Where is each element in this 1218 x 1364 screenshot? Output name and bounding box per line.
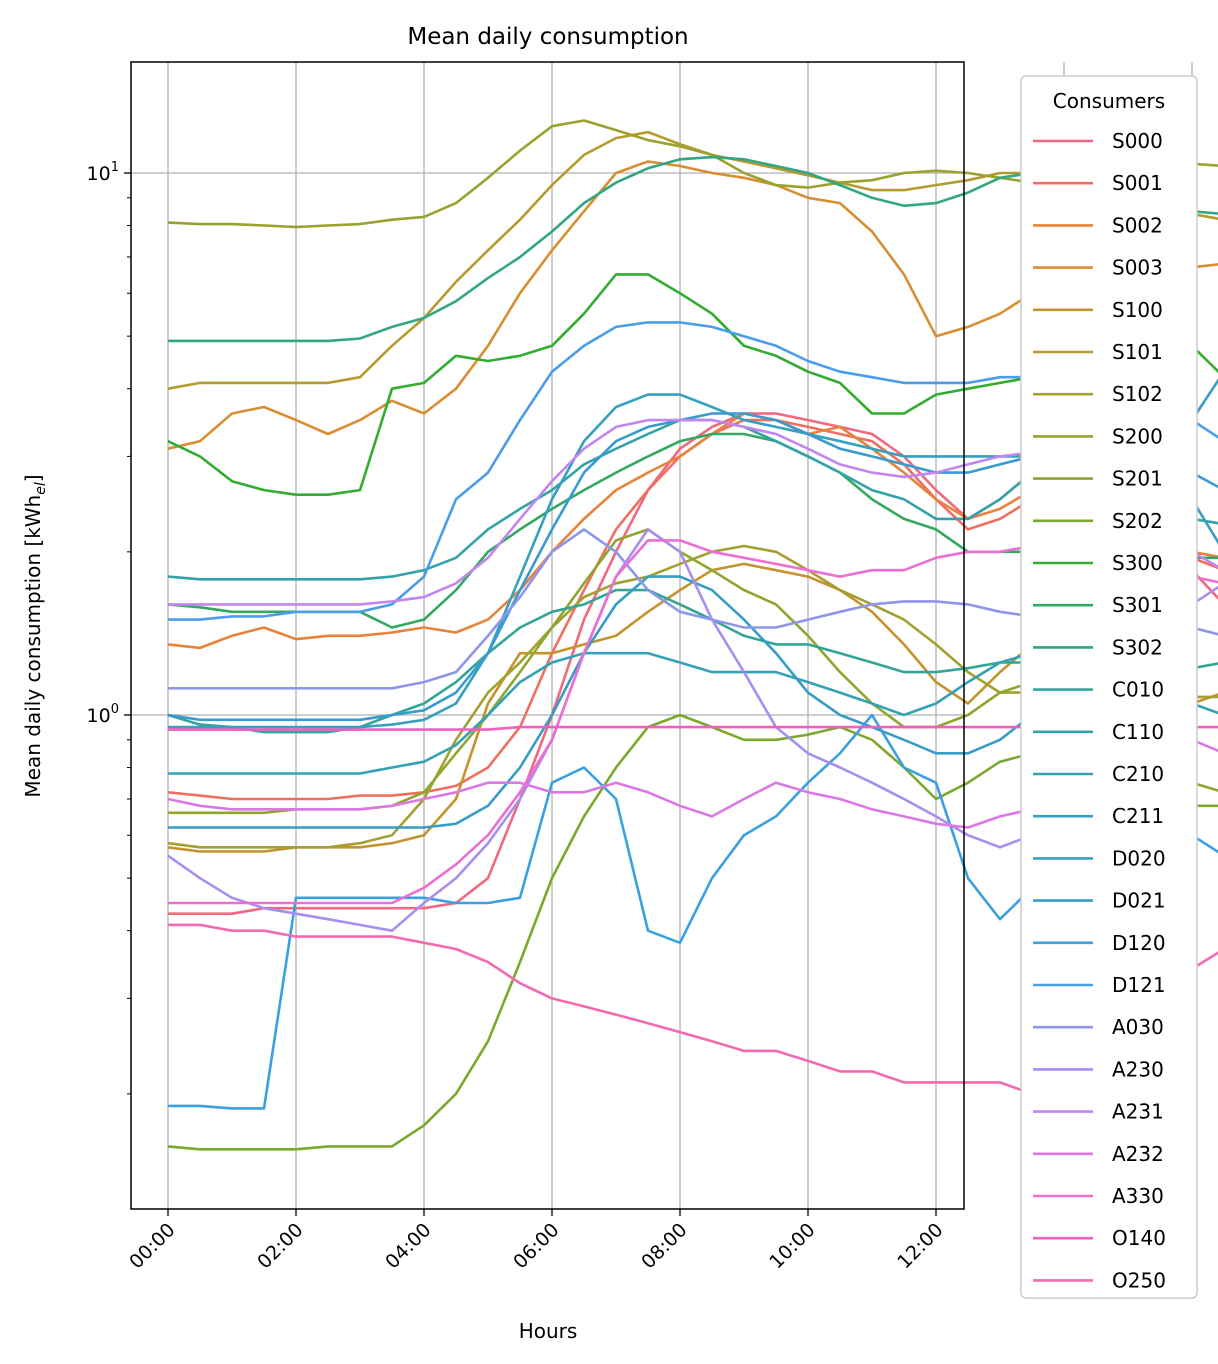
series-line-S002	[167, 412, 1218, 650]
legend-label: D120	[1112, 931, 1166, 955]
series-line-A230	[167, 528, 1218, 933]
series-line-O250	[168, 923, 1218, 1096]
legend-label: C110	[1112, 720, 1164, 744]
y-tick-label: 101	[87, 160, 119, 185]
y-tick-label: 100	[87, 702, 119, 727]
legend-label: D020	[1112, 846, 1166, 870]
legend-label: A330	[1112, 1184, 1164, 1208]
series-line-D020	[168, 378, 1218, 829]
legend-label: C010	[1112, 678, 1164, 702]
legend-label: S302	[1112, 635, 1163, 659]
legend-label: A030	[1112, 1015, 1164, 1039]
legend-label: S001	[1112, 171, 1163, 195]
x-tick-label: 12:00	[893, 1219, 947, 1273]
legend-label: S002	[1112, 213, 1163, 237]
series-line-C010	[167, 588, 1218, 734]
legend-box	[1020, 75, 1198, 1299]
legend-label: A232	[1112, 1142, 1164, 1166]
legend-label: S300	[1112, 551, 1163, 575]
series-line-D121	[168, 321, 1218, 621]
legend-label: D021	[1112, 889, 1166, 913]
series-line-S301	[167, 432, 1218, 629]
legend-label: S200	[1112, 424, 1163, 448]
y-axis: 100 101	[87, 160, 131, 1095]
x-tick-label: 02:00	[253, 1219, 307, 1273]
legend-label: C211	[1112, 804, 1164, 828]
legend-label: C210	[1112, 762, 1164, 786]
legend-label: S202	[1112, 509, 1163, 533]
series-line-S200	[167, 119, 1218, 229]
legend-label: O250	[1112, 1268, 1166, 1292]
y-axis-label: Mean daily consumption [kWhel]	[21, 474, 49, 797]
series-line-S302	[168, 155, 1218, 343]
y-axis-label-subscript: el	[33, 482, 49, 495]
x-tick-label: 04:00	[381, 1219, 435, 1273]
series-line-C211	[168, 393, 1218, 729]
series-line-D120	[168, 713, 1218, 1110]
legend-label: D121	[1112, 973, 1166, 997]
series-line-S300	[167, 273, 1218, 497]
legend-label: O140	[1112, 1226, 1166, 1250]
series-line-S102	[167, 544, 1218, 849]
series-line-S003	[167, 160, 1218, 450]
y-axis-label-suffix: ]	[21, 474, 45, 482]
series-line-C210	[168, 651, 1218, 775]
series-lines	[167, 119, 1218, 1151]
x-tick-label: 00:00	[125, 1219, 179, 1273]
chart-title: Mean daily consumption	[407, 24, 688, 50]
x-tick-label: 08:00	[637, 1219, 691, 1273]
series-line-C110	[167, 418, 1218, 581]
series-line-S100	[167, 562, 1218, 853]
series-line-S202	[167, 713, 1218, 1151]
x-axis-label: Hours	[519, 1319, 578, 1343]
y-axis-label-main: Mean daily consumption [kWh	[21, 495, 45, 798]
legend-items: S000 S001 S002 S003 S100 S101 S102 S200 S201 S202…	[1033, 129, 1166, 1292]
legend-label: S000	[1112, 129, 1163, 153]
legend: Consumers S000 S001 S002 S003 S100 S101 S102 S2…	[1020, 75, 1198, 1299]
series-line-S001	[167, 418, 1218, 801]
legend-label: S201	[1112, 467, 1163, 491]
legend-label: A230	[1112, 1057, 1164, 1081]
x-tick-label: 10:00	[765, 1219, 819, 1273]
legend-label: S100	[1112, 298, 1163, 322]
series-line-O140	[168, 725, 1218, 731]
legend-label: S101	[1112, 340, 1163, 364]
series-line-A030	[168, 528, 1218, 690]
series-line-A232	[167, 738, 1218, 829]
legend-label: A231	[1112, 1100, 1164, 1124]
legend-label: S102	[1112, 382, 1163, 406]
series-line-A330	[168, 539, 1218, 905]
x-tick-label: 06:00	[509, 1219, 563, 1273]
legend-label: S003	[1112, 256, 1163, 280]
plot-frame	[130, 61, 965, 1210]
series-line-S101	[167, 130, 1218, 390]
legend-label: S301	[1112, 593, 1163, 617]
series-line-D021	[167, 412, 1218, 722]
legend-title: Consumers	[1053, 89, 1165, 113]
series-line-A231	[168, 418, 1218, 606]
